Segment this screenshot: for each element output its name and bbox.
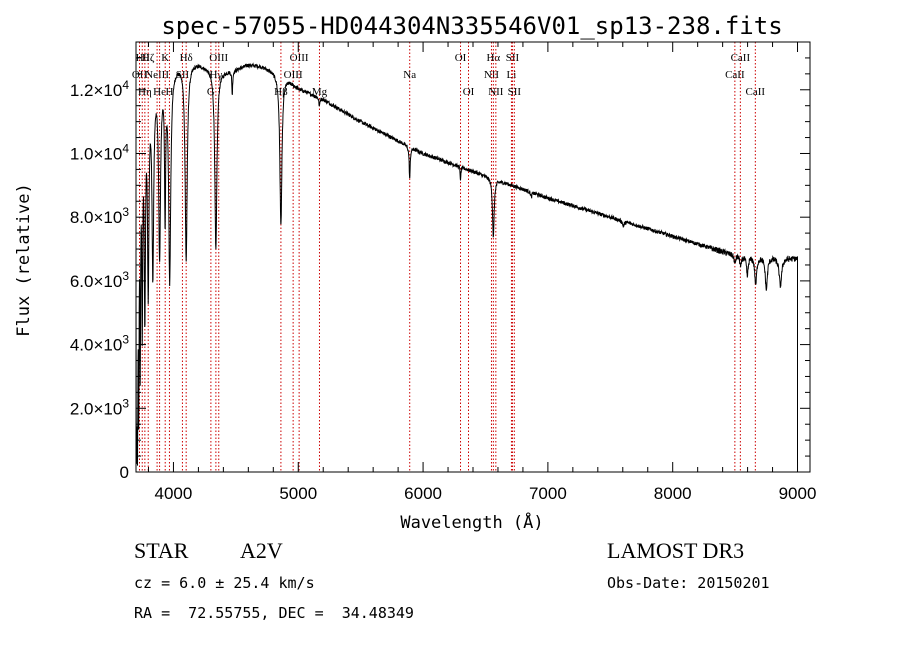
line-label-caii: CaII [731, 52, 751, 64]
y-tick-label: 1.2×104 [70, 78, 129, 100]
y-tick-mantissa: 6.0×10 [70, 272, 122, 291]
spectrum-line [135, 62, 798, 466]
line-label-oi: OI [455, 52, 467, 64]
line-label-g: G [207, 86, 215, 98]
line-label-li: Li [507, 69, 517, 81]
line-label-hθ: Hθ [136, 52, 149, 64]
y-tick-label: 2.0×103 [70, 396, 129, 418]
line-label-oi: OI [463, 86, 475, 98]
line-label-neiii: NeIII [145, 69, 169, 81]
spectrum-chart: spec-57055-HD044304N335546V01_sp13-238.f… [14, 12, 817, 533]
chart-title: spec-57055-HD044304N335546V01_sp13-238.f… [161, 12, 782, 40]
line-label-caii: CaII [746, 86, 766, 98]
y-tick-mantissa: 1.2×10 [70, 81, 122, 100]
line-label-h: H [165, 86, 173, 98]
y-tick-exponent: 3 [122, 269, 129, 283]
line-label-oiii: OIII [290, 52, 309, 64]
y-axis-label: Flux (relative) [14, 183, 34, 337]
line-label-caii: CaII [725, 69, 745, 81]
line-label-nii: NII [488, 86, 504, 98]
y-tick-mantissa: 4.0×10 [70, 336, 122, 355]
line-label-he: He [153, 86, 166, 98]
object-class: STAR [134, 538, 189, 563]
survey-name: LAMOST DR3 [607, 538, 745, 563]
y-tick-mantissa: 1.0×10 [70, 144, 122, 163]
x-tick-label: 8000 [654, 484, 692, 503]
x-tick-label: 4000 [155, 484, 193, 503]
y-tick-exponent: 3 [122, 205, 129, 219]
coordinates: RA = 72.55755, DEC = 34.48349 [134, 604, 414, 622]
line-label-mg: Mg [312, 86, 328, 98]
y-tick-mantissa: 8.0×10 [70, 208, 122, 227]
line-label-oiii: OIII [209, 52, 228, 64]
x-tick-label: 6000 [404, 484, 442, 503]
redshift-cz: cz = 6.0 ± 25.4 km/s [134, 574, 315, 592]
y-tick-exponent: 4 [122, 141, 129, 155]
y-tick-label: 0 [120, 463, 129, 482]
spectral-line-markers: OIIHθHηHζNeIIIHeKHSIIHδGHγOIIIHβOIIIOIII… [132, 42, 766, 472]
line-label-na: Na [403, 69, 416, 81]
line-label-hα: Hα [486, 52, 500, 64]
line-label-sii: SII [506, 52, 520, 64]
x-tick-label: 5000 [279, 484, 317, 503]
y-tick-exponent: 4 [122, 78, 129, 92]
x-tick-label: 9000 [779, 484, 817, 503]
object-subclass: A2V [240, 538, 283, 563]
line-label-sii: SII [508, 86, 522, 98]
line-label-hβ: Hβ [274, 86, 288, 98]
line-label-hζ: Hζ [142, 52, 155, 64]
y-tick-exponent: 3 [122, 333, 129, 347]
line-label-hδ: Hδ [180, 52, 193, 64]
x-axis-label: Wavelength (Å) [400, 511, 543, 533]
x-tick-label: 7000 [529, 484, 567, 503]
y-tick-exponent: 3 [122, 396, 129, 410]
axes: 4000 5000 6000 7000 8000 900002.0×1034.0×1036… [70, 41, 817, 503]
y-tick-label: 6.0×103 [70, 269, 129, 291]
line-label-k: K [161, 52, 169, 64]
observation-date: Obs-Date: 20150201 [607, 574, 770, 592]
plot-frame [135, 41, 811, 473]
line-label-hη: Hη [138, 86, 152, 98]
line-label-oiii: OIII [284, 69, 303, 81]
y-tick-label: 1.0×104 [70, 141, 129, 163]
y-tick-label: 4.0×103 [70, 333, 129, 355]
y-tick-label: 8.0×103 [70, 205, 129, 227]
y-tick-mantissa: 2.0×10 [70, 399, 122, 418]
line-label-nii: NII [484, 69, 500, 81]
y-tick-mantissa: 0 [120, 463, 129, 482]
